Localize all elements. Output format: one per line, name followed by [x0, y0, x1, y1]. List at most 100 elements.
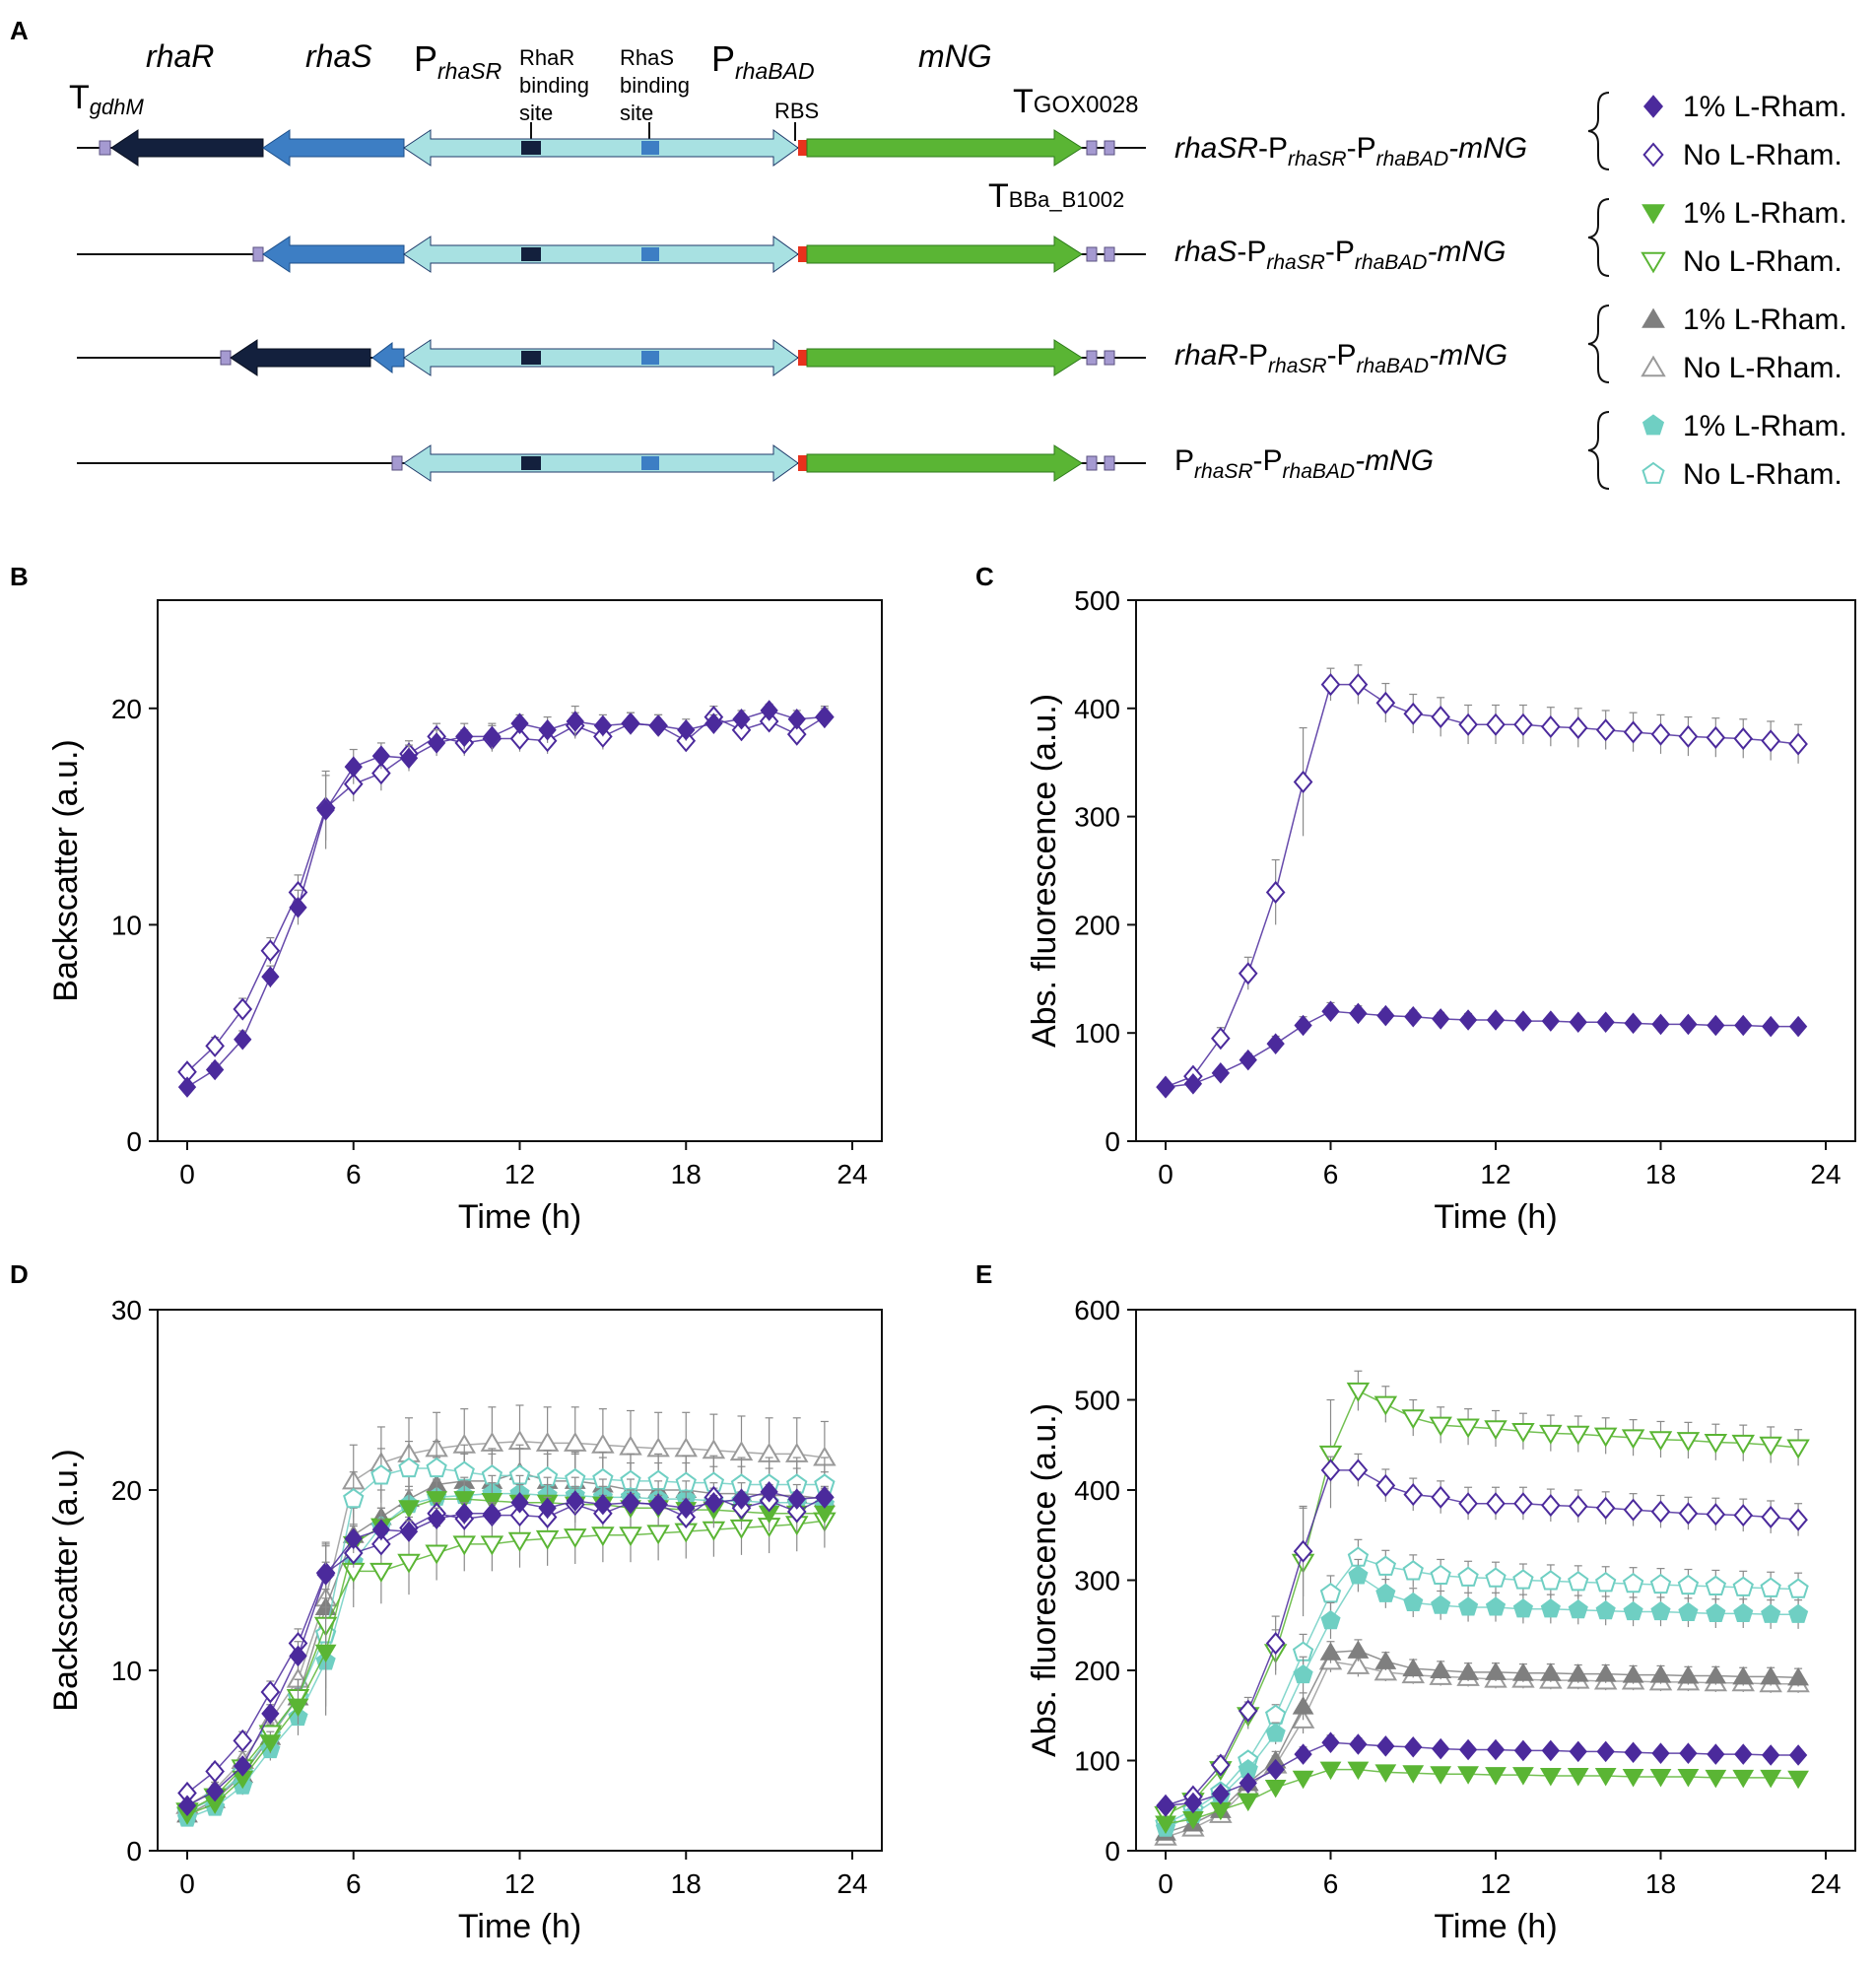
rhaR-binding-site-4: [521, 456, 541, 470]
legend-label: No L-Rham.: [1683, 352, 1842, 384]
chart-panel-b: 0 6 12 18 24 0 10 20 Time (h) Backscatter (a.u.): [47, 599, 883, 1236]
data-point: [1706, 1602, 1726, 1622]
y-tick-label: 500: [1074, 585, 1120, 616]
data-point: [1540, 1570, 1562, 1591]
data-point: [1346, 1382, 1371, 1402]
data-point: [1432, 1737, 1450, 1760]
y-tick-label: 600: [1074, 1295, 1120, 1325]
data-point: [1734, 1014, 1753, 1037]
data-point: [1348, 1458, 1369, 1482]
data-point: [398, 1500, 420, 1519]
data-point: [1733, 1602, 1754, 1622]
data-point: [398, 1457, 420, 1478]
panel-d-label: D: [10, 1259, 29, 1289]
data-point: [1622, 1768, 1644, 1788]
rhaS-arrow-2: [262, 236, 405, 273]
data-point: [1788, 1015, 1808, 1038]
plot-frame: [157, 599, 883, 1142]
data-point: [704, 712, 723, 734]
data-point: [1457, 1662, 1479, 1680]
data-point: [1648, 1431, 1673, 1452]
data-point: [1512, 1569, 1534, 1590]
data-point: [815, 1486, 835, 1509]
data-point: [621, 1492, 640, 1514]
rbs-box-4: [798, 455, 807, 471]
data-point: [234, 1755, 252, 1777]
legend-marker: [1642, 95, 1664, 118]
data-point: [1732, 1665, 1755, 1685]
data-point: [566, 1490, 584, 1512]
legend-marker: [1642, 461, 1665, 484]
promoter-sub-rhaSR: rhaSR: [437, 58, 502, 84]
terminator-gdhM-box: [99, 140, 111, 156]
data-point: [1595, 718, 1616, 742]
data-point: [1294, 1014, 1312, 1037]
series-rhaR_plus: [1155, 1639, 1809, 1841]
terminator-sub-gdhM: gdhM: [90, 95, 145, 119]
data-point: [1430, 1766, 1452, 1785]
data-point: [1678, 1502, 1699, 1526]
data-point: [1211, 1783, 1230, 1805]
data-point: [566, 711, 584, 732]
series-line: [186, 1440, 825, 1806]
data-point: [1705, 1665, 1727, 1684]
data-point: [510, 1492, 529, 1514]
construct-row-3: [77, 339, 1146, 376]
data-point: [1374, 1651, 1397, 1669]
data-point: [760, 1481, 778, 1503]
data-point: [1788, 1744, 1808, 1766]
data-point: [1458, 1492, 1478, 1516]
rhaS-binding-site-4: [641, 456, 659, 470]
data-point: [427, 732, 446, 754]
gene-label-rhaS: rhaS: [305, 38, 372, 74]
data-point: [1376, 1735, 1395, 1757]
data-point: [593, 1493, 613, 1516]
x-tick-label: 18: [1645, 1159, 1676, 1189]
data-point: [1731, 1434, 1755, 1455]
data-point: [538, 718, 557, 741]
legend-label: No L-Rham.: [1683, 458, 1842, 491]
data-point: [369, 1562, 393, 1583]
rhaR-arrow: [110, 129, 264, 167]
construct-name-4: PrhaSR-PrhaBAD-mNG: [1174, 444, 1434, 483]
y-axis-label: Abs. fluorescence (a.u.): [1026, 694, 1063, 1048]
data-point: [426, 1491, 447, 1510]
series-rhaSR_plus: [177, 700, 835, 1098]
data-point: [677, 1497, 696, 1520]
terminator-box-2: [252, 246, 264, 262]
data-point: [1650, 1600, 1671, 1621]
data-point: [1430, 1564, 1451, 1586]
data-point: [509, 726, 530, 751]
data-point: [1404, 1005, 1423, 1028]
construct-row-4: [77, 444, 1146, 482]
data-point: [1678, 724, 1699, 748]
data-point: [1676, 1432, 1701, 1453]
data-point: [1320, 1610, 1341, 1630]
data-point: [1621, 1429, 1645, 1450]
data-point: [1677, 1665, 1700, 1684]
series-rhaSR_plus: [1156, 1731, 1808, 1817]
data-point: [1429, 1416, 1452, 1437]
rhaR-site-line3: site: [519, 101, 553, 125]
data-point: [1649, 1768, 1672, 1788]
data-point: [1486, 1738, 1506, 1761]
data-point: [1348, 673, 1369, 697]
series-line: [186, 1520, 825, 1812]
rhaR-binding-site-2: [521, 247, 541, 261]
data-point: [1485, 1596, 1507, 1616]
data-point: [453, 1491, 476, 1510]
terminator-label-bba: TBBa_B1002: [988, 177, 1124, 215]
promoter-arrow-4: [403, 444, 799, 482]
y-tick-label: 20: [111, 694, 142, 724]
gene-label-rhaR: rhaR: [146, 38, 214, 74]
series-line: [186, 1467, 825, 1812]
y-tick-label: 20: [111, 1475, 142, 1506]
data-point: [535, 1529, 560, 1550]
data-point: [1788, 732, 1808, 756]
data-point: [591, 1526, 615, 1547]
data-point: [1539, 1662, 1562, 1681]
data-point: [481, 1492, 503, 1512]
y-tick-label: 200: [1074, 910, 1120, 940]
data-point: [1762, 1744, 1780, 1766]
data-point: [1704, 1434, 1728, 1454]
